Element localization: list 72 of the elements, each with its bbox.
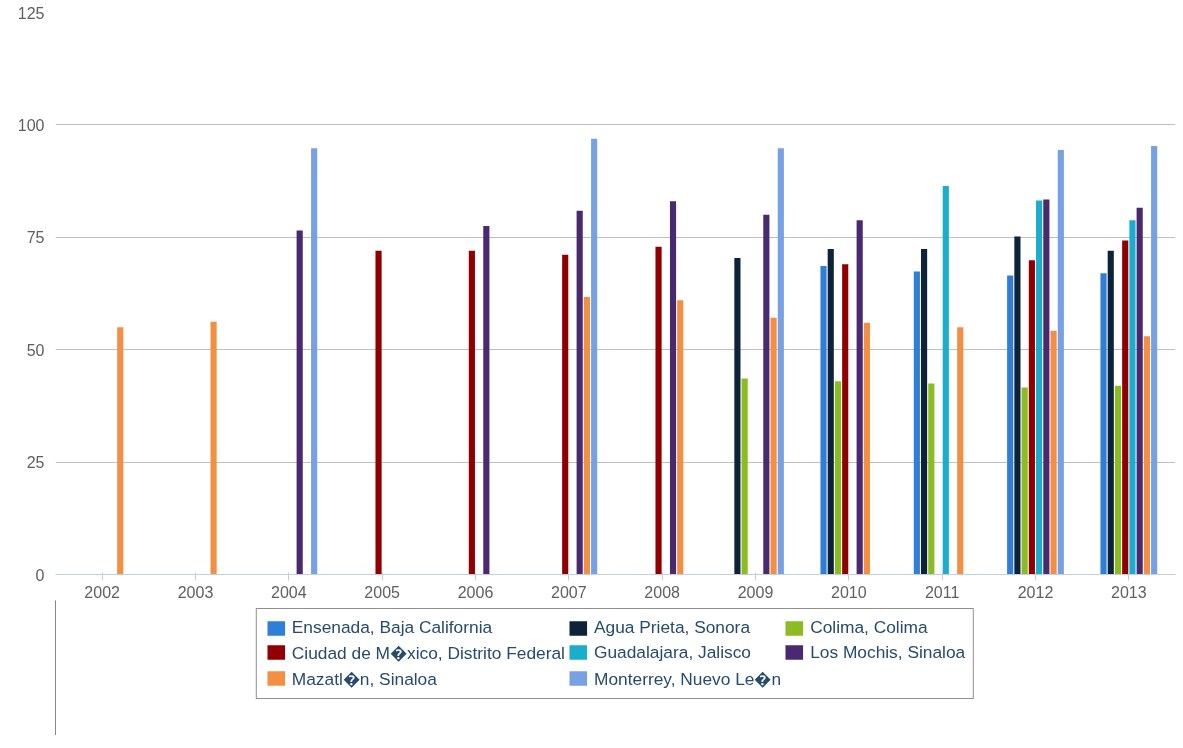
y-tick-label: 100 (17, 116, 45, 134)
legend-label: Colima, Colima (810, 617, 928, 638)
bar (468, 250, 475, 575)
bar (928, 383, 935, 575)
bar (842, 264, 849, 575)
bar (483, 226, 490, 575)
legend-label: Ciudad de M�xico, Distrito Federal (291, 642, 565, 664)
y-tick-label: 0 (35, 566, 45, 584)
bar (1143, 336, 1150, 575)
x-tick-label: 2006 (457, 583, 494, 601)
x-tick-label: 2007 (551, 583, 587, 601)
legend-label: Guadalajara, Jalisco (593, 641, 751, 663)
x-tick-label: 2013 (1111, 583, 1147, 601)
bar (1021, 387, 1028, 575)
bar (777, 148, 784, 575)
bar (1057, 150, 1064, 575)
bar (576, 210, 583, 575)
bar (942, 186, 949, 575)
bar (669, 201, 677, 575)
bar (834, 381, 842, 575)
legend-label: Agua Prieta, Sonora (593, 617, 751, 638)
bar (734, 257, 741, 575)
bar (591, 138, 598, 575)
x-tick-label: 2005 (364, 583, 401, 601)
bar (827, 248, 834, 575)
bar (375, 250, 382, 575)
bar (1050, 330, 1057, 575)
bar (562, 254, 569, 575)
legend-label: Los Mochis, Sinaloa (810, 641, 966, 663)
bar (1151, 146, 1158, 575)
x-tick-label: 2011 (924, 583, 960, 601)
legend-label: Mazatl�n, Sinaloa (291, 668, 437, 690)
bar (1007, 275, 1014, 575)
bar (820, 266, 827, 575)
bar (117, 327, 124, 575)
x-tick-label: 2010 (831, 583, 867, 601)
bar (583, 297, 590, 575)
bar (770, 317, 777, 575)
x-tick-label: 2008 (644, 583, 681, 601)
y-tick-label: 75 (26, 229, 45, 247)
bar (763, 214, 770, 575)
bar (1028, 260, 1035, 575)
bar (677, 300, 684, 575)
bar (1107, 250, 1114, 575)
x-tick-label: 2002 (84, 583, 121, 601)
bar (741, 378, 748, 575)
bar (1136, 207, 1143, 575)
bar (1114, 385, 1122, 575)
bar (296, 230, 303, 575)
bar (1043, 199, 1050, 575)
bar (957, 327, 964, 575)
legend-label: Ensenada, Baja California (291, 617, 493, 638)
x-tick-label: 2004 (271, 583, 307, 601)
bar (1129, 220, 1136, 575)
bar (655, 246, 662, 575)
bar (311, 148, 318, 575)
legend-label: Monterrey, Nuevo Le�n (593, 668, 782, 690)
y-tick-label: 25 (26, 454, 45, 472)
bar (1100, 273, 1107, 575)
bar (210, 321, 217, 575)
bar (856, 220, 863, 575)
y-tick-label: 50 (26, 341, 45, 359)
x-tick-label: 2012 (1017, 583, 1054, 601)
bar (1122, 240, 1129, 575)
bar (1036, 200, 1043, 575)
y-tick-label: 125 (17, 4, 45, 22)
x-tick-label: 2009 (737, 583, 774, 601)
bar (863, 322, 870, 575)
bar (913, 271, 920, 575)
bar (921, 248, 928, 575)
x-tick-label: 2003 (177, 583, 214, 601)
bar (1014, 236, 1021, 575)
